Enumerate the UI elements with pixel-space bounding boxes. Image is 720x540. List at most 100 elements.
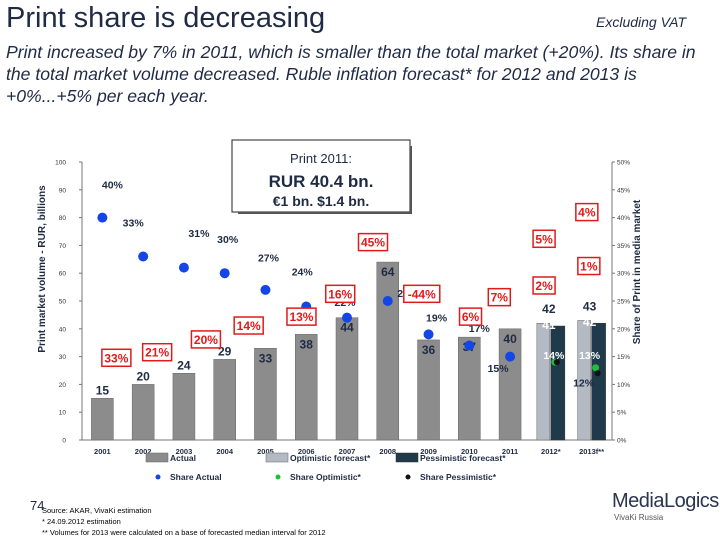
y-tick-label: 100 [55, 160, 66, 167]
legend-label: Actual [170, 453, 196, 463]
bar-actual-label: 44 [340, 321, 354, 335]
x-tick-label: 2003 [176, 447, 193, 456]
share-actual-point [423, 329, 434, 340]
bar-actual-label: 64 [381, 265, 395, 279]
share-optimistic-point [592, 364, 600, 372]
x-tick-label: 2008 [379, 447, 396, 456]
y2-tick-label: 0% [617, 438, 627, 445]
share-label: 15% [488, 363, 510, 375]
growth-box [190, 330, 222, 349]
callout-line1: Print 2011: [290, 151, 352, 166]
y2-tick-label: 40% [617, 215, 630, 222]
bar-actual-label: 38 [300, 337, 314, 351]
legend-share-marker [405, 474, 411, 480]
share-label: 24% [292, 266, 314, 278]
y-tick-label: 70 [59, 243, 67, 250]
bar-actual [335, 317, 359, 441]
legend-swatch-actual [145, 452, 169, 463]
bar-actual [294, 334, 318, 441]
legend-share-marker [275, 474, 281, 480]
x-tick-label: 2011 [502, 447, 518, 456]
share-pessimistic-point [594, 370, 601, 377]
page-number: 74 [30, 498, 45, 513]
y-tick-label: 30 [59, 354, 67, 361]
callout-line3: €1 bn. $1.4 bn. [273, 193, 369, 209]
company-logo: MediaLogics VivaKi Russia [612, 490, 719, 522]
bar-actual [172, 373, 196, 441]
share-actual-point [382, 296, 393, 306]
bar-pessimistic [591, 322, 606, 441]
growth-label: 4% [578, 206, 596, 220]
chart-layer: 0 10 20 30 40 50 60 70 80 90 100 0% 5% 10% 15% 20% 25% 30… [55, 160, 630, 483]
share-actual-point [219, 268, 230, 279]
page-subtitle: Print increased by 7% in 2011, which is … [6, 42, 696, 106]
bar-actual [498, 328, 522, 441]
legend-label: Share Pessimistic* [420, 472, 497, 482]
share-label: 17% [469, 323, 491, 335]
y2-tick-label: 50% [617, 160, 630, 167]
bar-actual [254, 348, 277, 441]
share-label: 40% [102, 180, 124, 192]
growth-box [575, 202, 599, 222]
growth-label: -44% [408, 287, 436, 301]
growth-box [403, 284, 441, 304]
y-tick-label: 40 [59, 326, 67, 333]
y-tick-label: 20 [59, 382, 67, 389]
legend-label: Optimistic forecast* [290, 453, 371, 463]
bar-pessimistic-label: 41 [542, 318, 556, 332]
growth-label: 20% [194, 333, 218, 347]
bar-actual-label: 36 [422, 343, 436, 357]
growth-box [532, 276, 556, 295]
share-label: 30% [217, 234, 239, 246]
growth-box [487, 287, 512, 307]
y-tick-label: 80 [59, 215, 67, 222]
share-actual-point [260, 284, 271, 295]
x-tick-label: 2004 [216, 447, 234, 456]
bar-optimistic-label: 43 [583, 299, 597, 313]
share-actual-point [464, 340, 475, 351]
logo-wordmark: MediaLogics [612, 490, 719, 512]
bar-actual-label: 15 [96, 383, 110, 397]
y-tick-label: 60 [59, 271, 67, 278]
y2-tick-label: 45% [617, 187, 630, 194]
growth-label: 13% [289, 310, 313, 324]
share-label: 31% [188, 228, 210, 240]
share-actual-point [178, 262, 189, 273]
y2-tick-label: 15% [617, 354, 630, 361]
share-label: 19% [426, 313, 448, 325]
legend-swatch-optimistic [265, 452, 289, 463]
legend-label: Pessimistic forecast* [420, 453, 506, 463]
growth-box [101, 348, 132, 368]
callout-line2: RUR 40.4 bn. [269, 172, 374, 191]
bar-pessimistic [550, 325, 566, 441]
growth-label: 14% [237, 319, 261, 333]
x-tick-label: 2009 [420, 447, 437, 456]
legend-label: Share Actual [170, 472, 222, 482]
share-label: 27% [258, 253, 280, 265]
footnote-2: ** Volumes for 2013 were calculated on a… [42, 528, 326, 537]
bar-optimistic [536, 322, 551, 441]
growth-box [324, 284, 356, 304]
legend-label: Share Optimistic* [290, 472, 362, 482]
growth-box [458, 307, 483, 326]
share-actual-point [505, 351, 516, 362]
share-actual-point [138, 251, 149, 262]
growth-label: 16% [328, 287, 352, 301]
footnotes: Source: AKAR, VivaKi estimation * 24.09.… [42, 505, 326, 538]
bar-actual [131, 384, 155, 441]
bar-actual [376, 261, 400, 441]
growth-box [357, 232, 389, 252]
y-tick-label: 0 [62, 438, 66, 445]
page-title: Print share is decreasing [6, 2, 326, 34]
x-tick-label: 2005 [257, 447, 274, 456]
bar-actual-label: 33 [259, 351, 273, 365]
bar-optimistic-label: 42 [542, 302, 556, 316]
y2-tick-label: 10% [617, 382, 630, 389]
x-tick-label: 2012* [541, 447, 561, 456]
logo-subtitle: VivaKi Russia [614, 513, 664, 522]
share-actual-point [97, 212, 108, 223]
legend-swatch-pessimistic [395, 452, 419, 463]
y2-tick-label: 20% [617, 326, 630, 333]
growth-label: 45% [361, 236, 385, 250]
